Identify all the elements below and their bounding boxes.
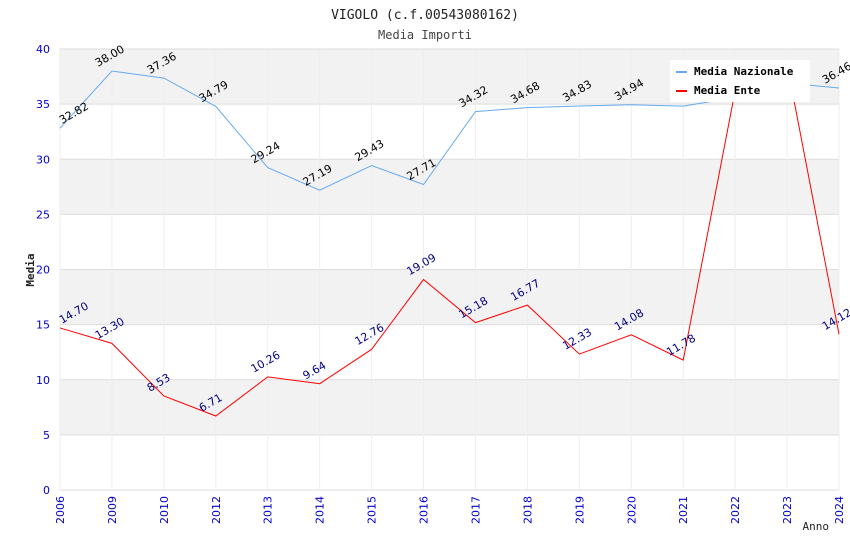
x-tick-label: 2017 [469,496,482,524]
y-tick-label: 0 [43,484,50,497]
x-tick-label: 2006 [54,496,67,524]
grid-band [60,269,839,325]
x-tick-label: 2020 [625,496,638,524]
chart-subtitle: Media Importi [378,28,472,42]
legend-label-nazionale: Media Nazionale [694,65,794,78]
x-tick-label: 2009 [106,496,119,524]
x-axis-label: Anno [803,520,830,533]
y-tick-label: 20 [36,264,50,277]
x-tick-label: 2019 [573,496,586,524]
x-tick-label: 2016 [418,496,431,524]
x-tick-label: 2010 [158,496,171,524]
x-tick-label: 2012 [210,496,223,524]
legend: Media Nazionale Media Ente [670,60,810,102]
y-tick-label: 25 [36,208,50,221]
x-tick-label: 2022 [729,496,742,524]
x-tick-label: 2023 [781,496,794,524]
y-tick-label: 35 [36,98,50,111]
x-tick-label: 2018 [521,496,534,524]
y-tick-label: 15 [36,319,50,332]
legend-label-ente: Media Ente [694,84,761,97]
x-tick-label: 2013 [262,496,275,524]
grid-band [60,379,839,435]
y-tick-label: 5 [43,429,50,442]
x-tick-label: 2014 [314,496,327,524]
y-tick-label: 10 [36,374,50,387]
y-tick-label: 40 [36,43,50,56]
x-tick-label: 2021 [677,496,690,524]
y-tick-label: 30 [36,153,50,166]
y-axis-label: Media [24,253,37,286]
grid-band [60,159,839,215]
series-line-1 [59,63,840,417]
chart-title: VIGOLO (c.f.00543080162) [331,8,519,23]
x-tick-label: 2024 [833,496,846,524]
x-tick-label: 2015 [366,496,379,524]
